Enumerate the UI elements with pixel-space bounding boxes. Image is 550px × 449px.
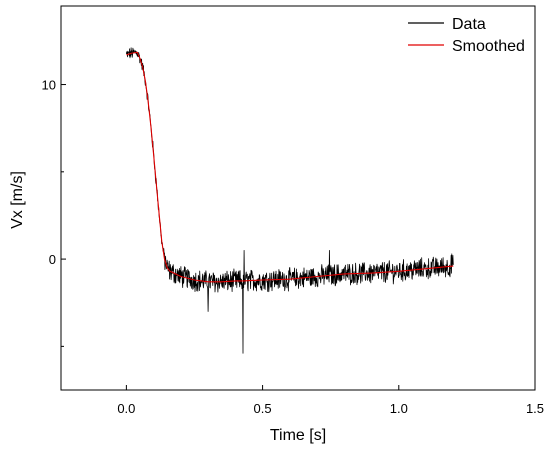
series-line-smoothed: [126, 51, 454, 283]
series-group: [126, 47, 454, 354]
legend: Data Smoothed: [408, 16, 525, 55]
legend-label-0: Data: [452, 16, 486, 33]
legend-label-1: Smoothed: [452, 38, 525, 55]
series-line-data: [126, 47, 454, 354]
x-tick-label-2: 1.0: [390, 401, 408, 416]
y-tick-label-0: 0: [49, 252, 56, 267]
ticks: 0.0 0.5 1.0 1.5 0 10: [42, 78, 545, 416]
x-tick-label-3: 1.5: [526, 401, 544, 416]
x-axis-label: Time [s]: [270, 427, 326, 444]
y-axis-label: Vx [m/s]: [9, 171, 26, 229]
plot-frame: [60, 5, 536, 391]
y-tick-label-1: 10: [42, 78, 56, 93]
x-tick-label-0: 0.0: [117, 401, 135, 416]
x-tick-label-1: 0.5: [254, 401, 272, 416]
minor-ticks: [61, 171, 64, 347]
